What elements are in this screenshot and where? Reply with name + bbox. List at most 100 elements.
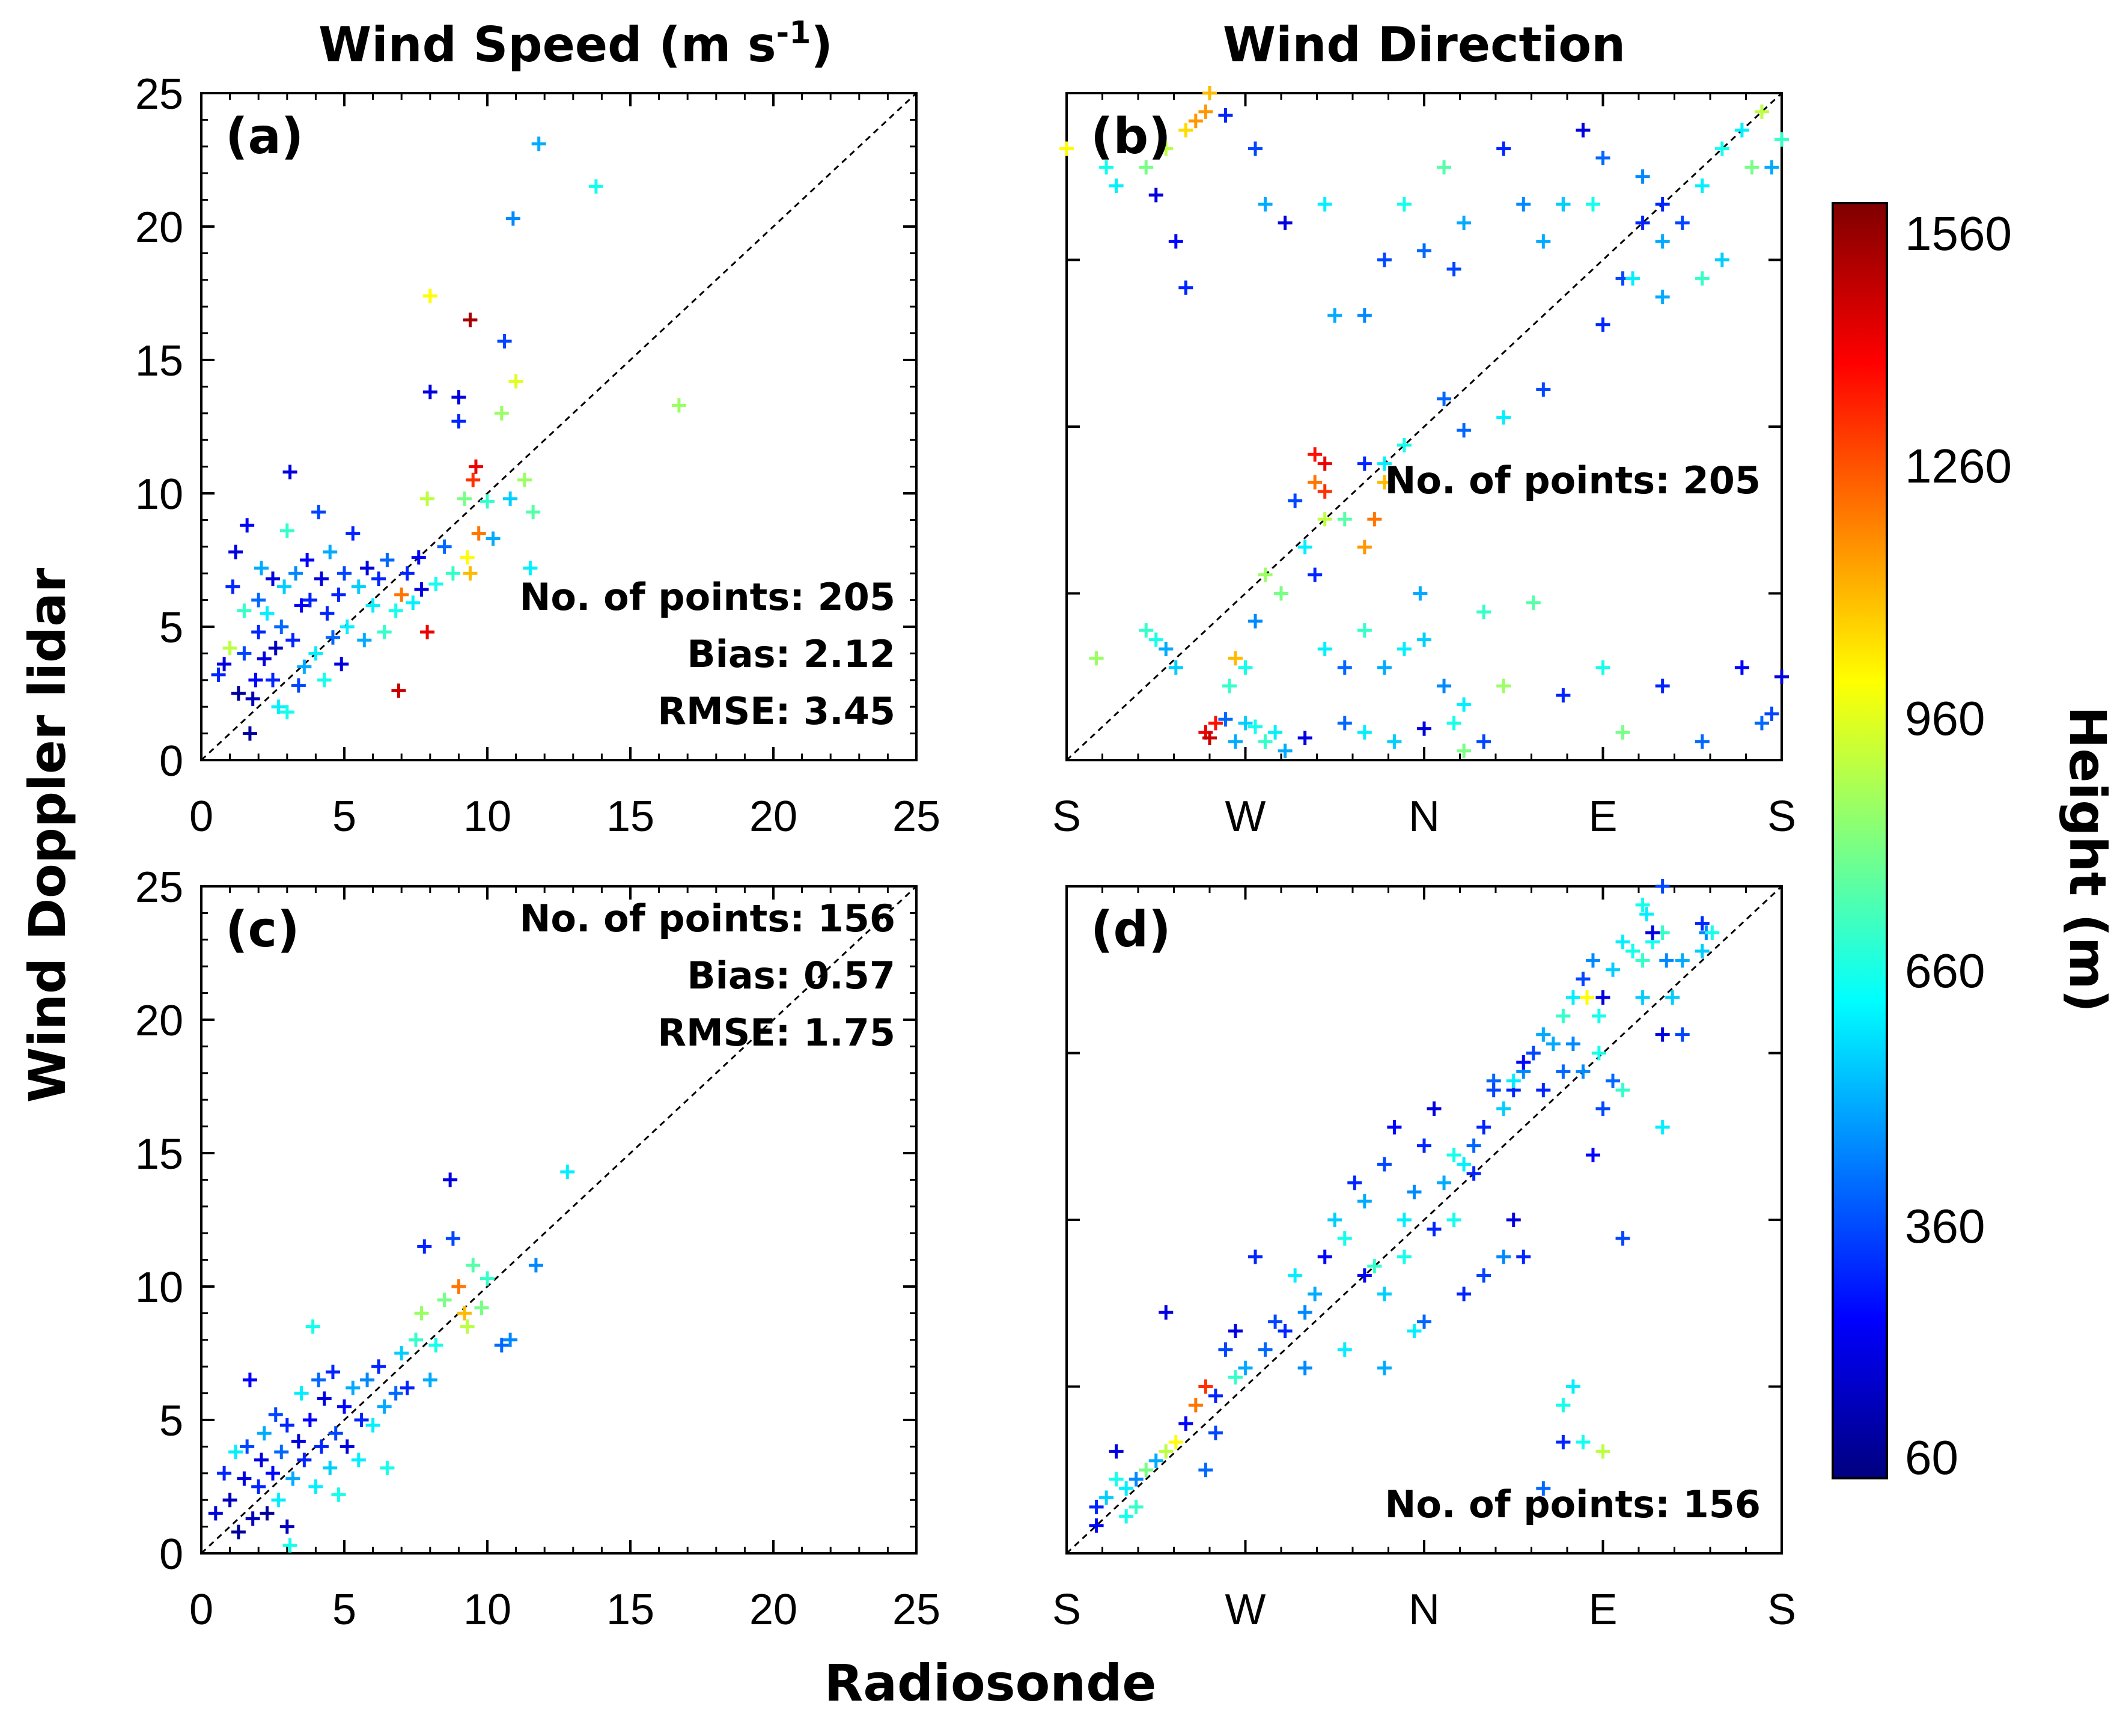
y-tick-label: 0: [159, 737, 183, 785]
data-point: [1437, 160, 1452, 175]
data-point: [1357, 1194, 1372, 1209]
data-point: [1109, 1472, 1124, 1487]
data-point: [528, 1258, 543, 1273]
data-point: [1774, 669, 1789, 684]
data-point: [1208, 1425, 1223, 1440]
data-point: [320, 606, 335, 621]
data-point: [1198, 1379, 1213, 1394]
data-point: [1585, 953, 1600, 968]
data-point: [1635, 990, 1650, 1005]
data-point: [1606, 962, 1621, 977]
data-point: [1645, 925, 1660, 940]
data-point: [1506, 1073, 1521, 1088]
data-point: [1526, 1046, 1541, 1061]
data-point: [1695, 916, 1710, 931]
data-point: [445, 566, 460, 581]
data-point: [1486, 1083, 1501, 1098]
data-point: [240, 1439, 255, 1454]
data-point: [1308, 475, 1323, 490]
data-point: [1129, 1472, 1144, 1487]
data-point: [1764, 160, 1779, 175]
data-point: [1327, 1213, 1342, 1227]
data-point: [1357, 540, 1372, 555]
data-point: [1258, 197, 1273, 212]
data-point: [1377, 1287, 1392, 1302]
data-point: [1099, 160, 1114, 175]
x-tick-label: S: [1052, 1586, 1081, 1634]
data-point: [1546, 1037, 1561, 1052]
data-point: [1228, 651, 1243, 666]
data-point: [480, 494, 495, 509]
data-point: [271, 1493, 286, 1508]
data-point: [1595, 660, 1610, 675]
data-point: [1576, 972, 1591, 987]
data-point: [1659, 953, 1674, 968]
data-point: [225, 579, 240, 594]
data-point: [1417, 1138, 1431, 1153]
data-point: [337, 566, 352, 581]
data-point: [237, 1471, 252, 1486]
data-point: [1337, 512, 1352, 527]
data-point: [285, 1471, 300, 1486]
data-point: [1387, 1119, 1402, 1134]
data-point: [388, 603, 403, 618]
x-tick-label: 25: [892, 1586, 940, 1634]
data-point: [400, 566, 415, 581]
data-point: [1635, 215, 1650, 230]
data-point: [466, 1258, 481, 1273]
data-point: [1357, 308, 1372, 323]
data-point: [346, 1380, 361, 1395]
data-point: [1675, 1027, 1690, 1042]
data-point: [1437, 391, 1452, 406]
data-point: [311, 505, 326, 520]
data-point: [1357, 725, 1372, 740]
data-point: [486, 531, 501, 546]
data-point: [1222, 678, 1237, 693]
data-point: [297, 659, 312, 674]
data-point: [1615, 934, 1630, 949]
data-point: [1089, 1518, 1104, 1533]
panel-a: 0 5 10 15 20 25 0 5 10 15 20 25 (a) No. of points: 20…: [135, 70, 940, 841]
data-point: [1496, 1101, 1511, 1116]
data-point: [1427, 1222, 1442, 1237]
data-point: [1595, 317, 1610, 332]
data-point: [331, 587, 346, 602]
data-point: [277, 579, 292, 594]
data-point: [305, 1319, 320, 1334]
data-point: [1714, 252, 1729, 267]
data-point: [460, 1319, 475, 1334]
data-point: [1238, 1360, 1253, 1375]
panel-label: (d): [1091, 901, 1171, 958]
data-point: [308, 1479, 323, 1494]
data-point: [1496, 410, 1511, 425]
data-point: [279, 1519, 294, 1534]
data-point: [420, 624, 435, 639]
data-point: [1089, 1499, 1104, 1514]
data-point: [314, 571, 329, 586]
data-point: [1198, 104, 1213, 119]
data-point: [1476, 1119, 1491, 1134]
data-point: [1536, 1481, 1551, 1496]
data-point: [1129, 1499, 1144, 1514]
data-point: [1615, 1231, 1630, 1246]
data-point: [1218, 712, 1233, 727]
data-point: [1308, 447, 1323, 462]
stats-annotation: Bias: 2.12: [687, 632, 895, 676]
data-point: [1506, 1213, 1521, 1227]
data-point: [1248, 719, 1263, 734]
colorbar-tick-label: 1260: [1905, 439, 2012, 493]
data-point: [1178, 1416, 1193, 1431]
data-point: [1248, 141, 1263, 156]
data-point: [1556, 1008, 1571, 1023]
data-point: [451, 414, 466, 429]
data-point: [1317, 197, 1332, 212]
data-point: [1337, 716, 1352, 731]
x-tick-label: 10: [463, 793, 511, 841]
data-point: [1168, 660, 1183, 675]
x-tick-label: E: [1588, 793, 1617, 841]
data-point: [1675, 215, 1690, 230]
data-point: [371, 571, 386, 586]
data-point: [451, 390, 466, 405]
data-point: [211, 667, 226, 682]
data-point: [1457, 1287, 1472, 1302]
